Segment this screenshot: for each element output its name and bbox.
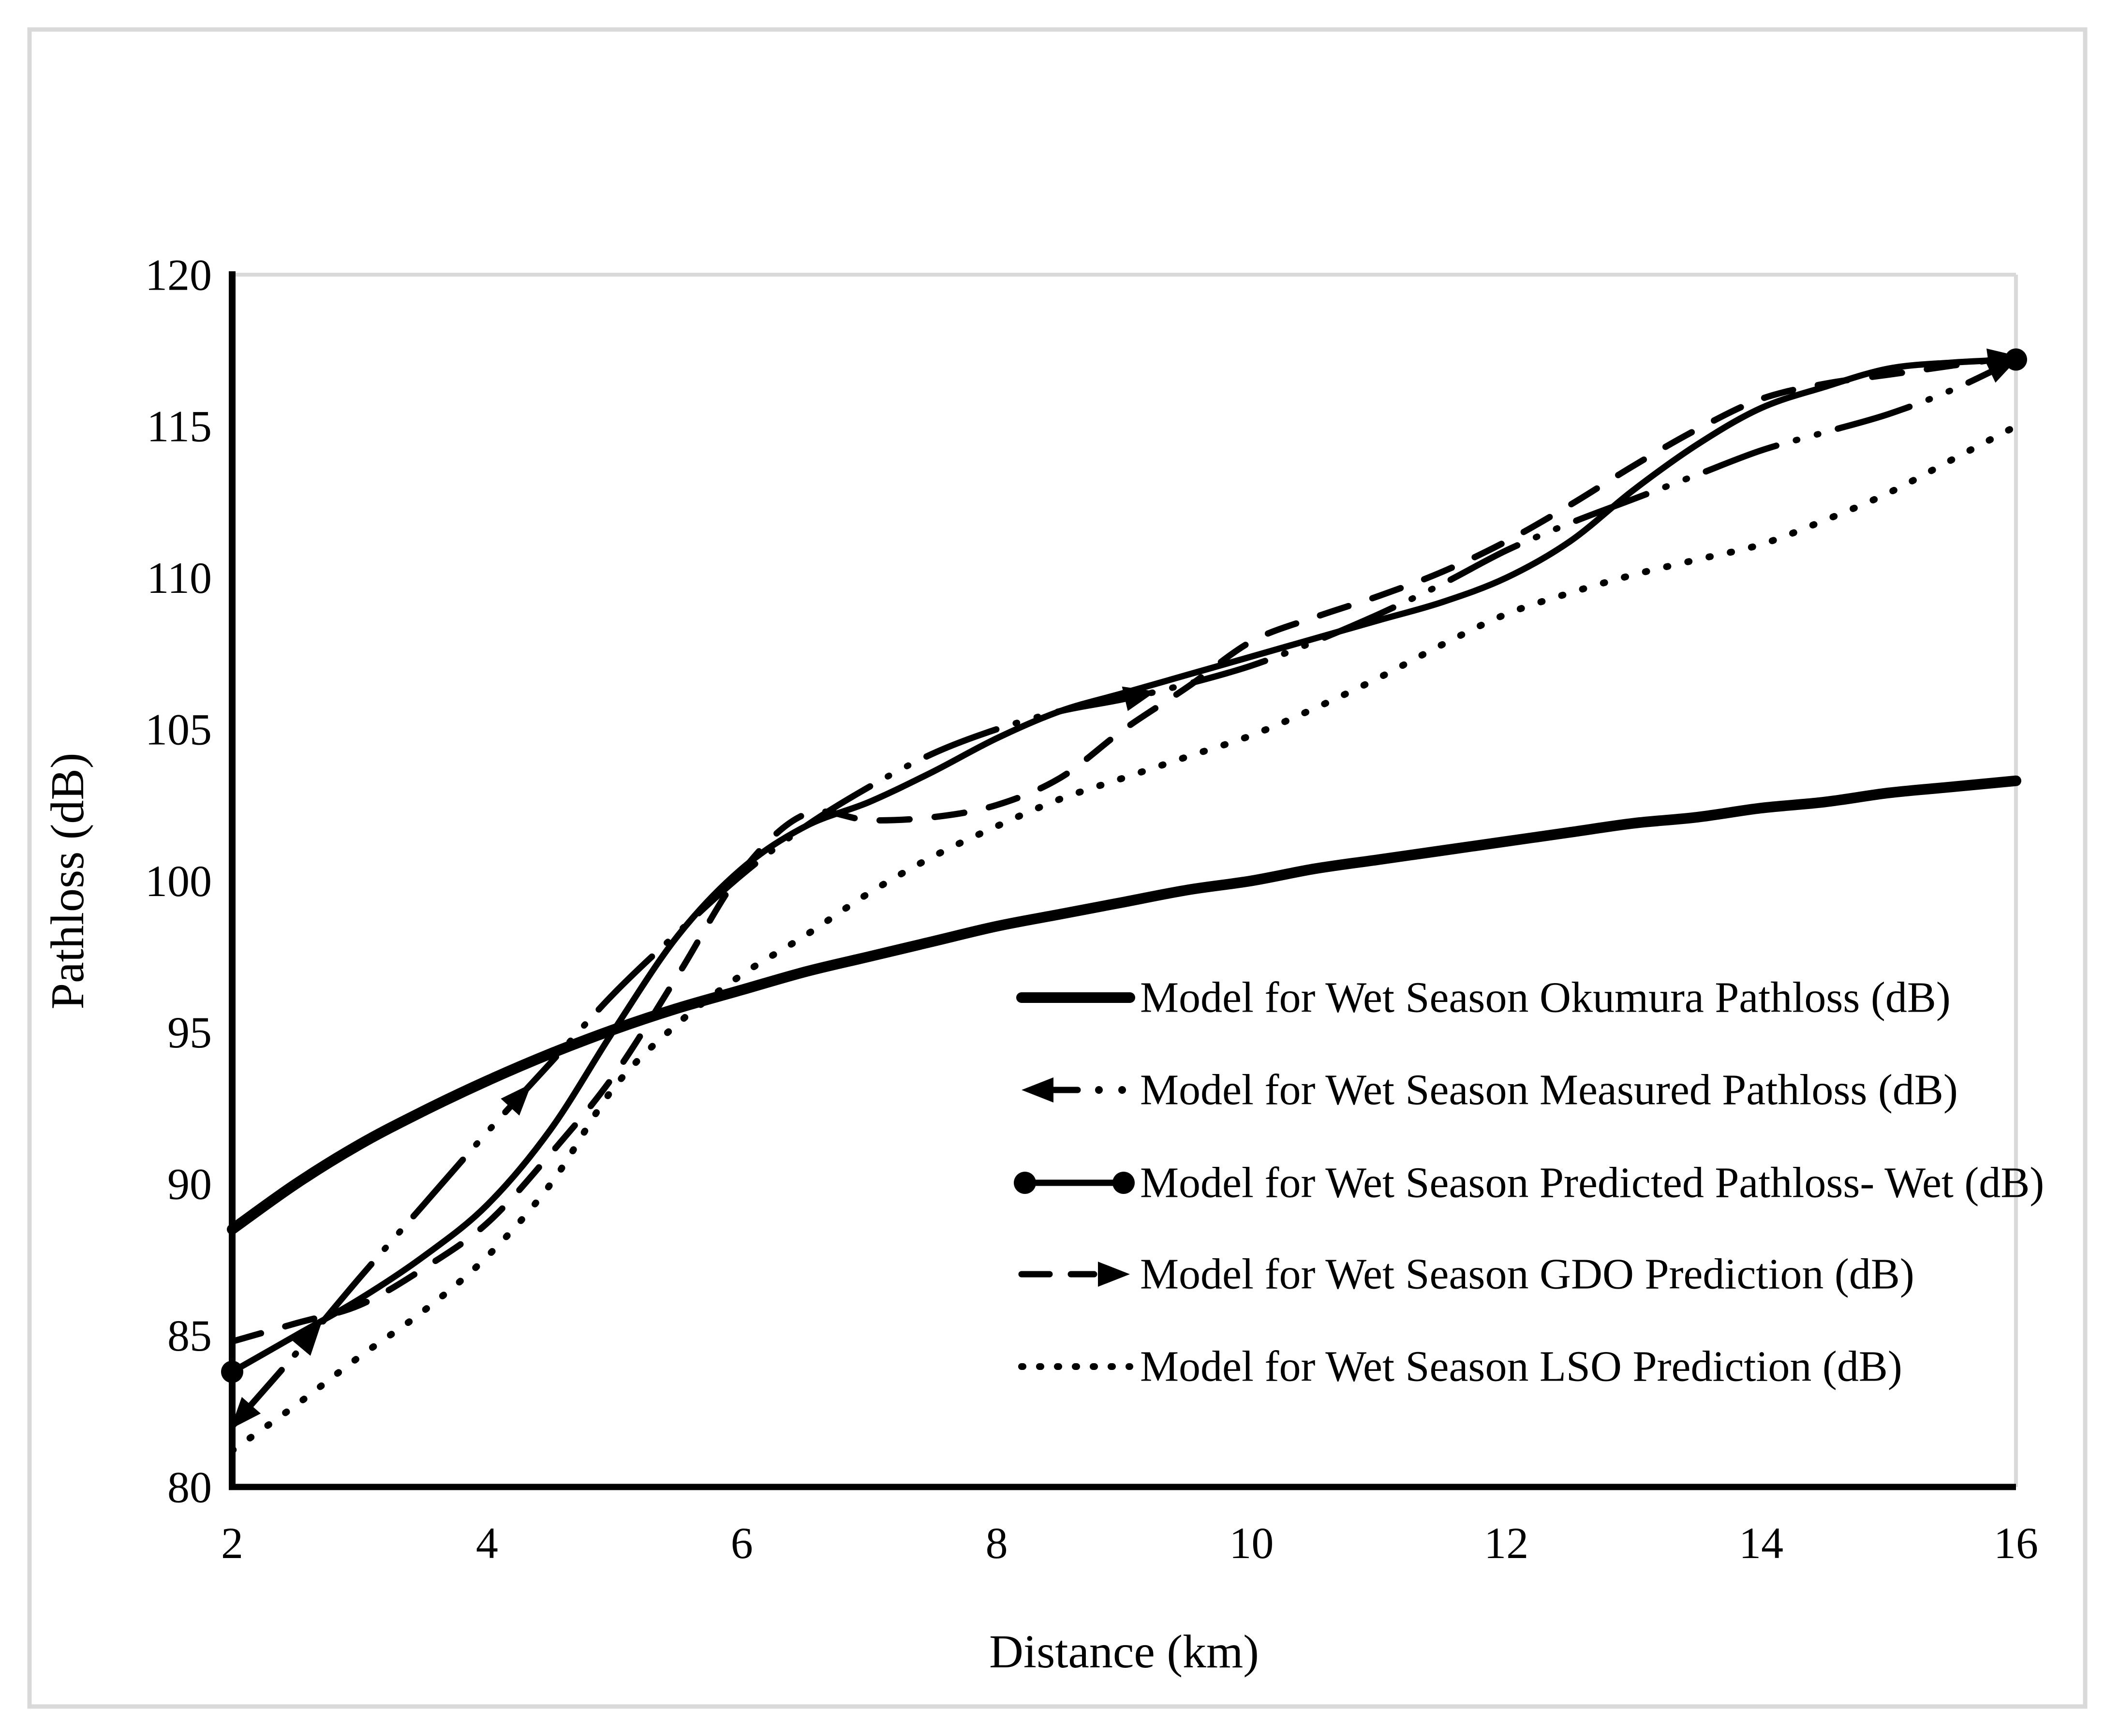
series-mid-arrow-1-1 xyxy=(501,1083,532,1116)
tick-labels-group: 80 85 90 95 100 105 110 115 120 2 4 6 8 10 12 14 16 xyxy=(145,250,2038,1568)
y-tick-label-110: 110 xyxy=(147,553,212,603)
series-path-4 xyxy=(229,423,2019,1454)
figure-border xyxy=(27,27,2088,1709)
y-tick-label-80: 80 xyxy=(167,1462,212,1512)
series-path-2 xyxy=(229,356,2019,1375)
legend-label-3: Model for Wet Season GDO Prediction (dB) xyxy=(1140,1251,1914,1298)
series-start-arrow-1 xyxy=(230,1397,261,1429)
legend-label-1: Model for Wet Season Measured Pathloss (… xyxy=(1140,1066,1958,1114)
legend-label-4: Model for Wet Season LSO Prediction (dB) xyxy=(1140,1343,1902,1391)
legend-label-0: Model for Wet Season Okumura Pathloss (d… xyxy=(1140,974,1951,1022)
legend-item-4: Model for Wet Season LSO Prediction (dB) xyxy=(1018,1343,1902,1391)
legend-item-0: Model for Wet Season Okumura Pathloss (d… xyxy=(1016,974,1951,1022)
x-tick-label-12: 12 xyxy=(1484,1518,1528,1568)
legend-sample-circle xyxy=(1112,1172,1135,1194)
y-tick-label-95: 95 xyxy=(167,1008,212,1057)
y-tick-label-105: 105 xyxy=(145,705,212,754)
series-group xyxy=(221,348,2027,1454)
x-tick-label-10: 10 xyxy=(1229,1518,1274,1568)
legend-item-3: Model for Wet Season GDO Prediction (dB) xyxy=(1018,1251,1914,1298)
y-tick-label-85: 85 xyxy=(167,1311,212,1360)
legend-item-1: Model for Wet Season Measured Pathloss (… xyxy=(1022,1066,1958,1114)
y-tick-label-120: 120 xyxy=(145,250,212,299)
y-tick-label-115: 115 xyxy=(147,402,212,451)
legend-sample-dot xyxy=(1095,1086,1103,1094)
legend-group: Model for Wet Season Okumura Pathloss (d… xyxy=(1014,974,2044,1391)
series-path-3 xyxy=(229,353,2019,1345)
y-tick-label-90: 90 xyxy=(167,1160,212,1209)
y-axis-title: Pathloss (dB) xyxy=(42,753,94,1010)
series-end-arrow-3 xyxy=(1986,348,2020,374)
x-tick-label-14: 14 xyxy=(1739,1518,1783,1568)
legend-sample-right-arrow xyxy=(1098,1262,1130,1287)
y-tick-label-100: 100 xyxy=(145,856,212,906)
legend-sample-dot xyxy=(1118,1086,1126,1094)
x-axis-title: Distance (km) xyxy=(989,1626,1259,1678)
x-tick-label-2: 2 xyxy=(221,1518,243,1568)
x-tick-label-16: 16 xyxy=(1994,1518,2038,1568)
series-end-marker-2 xyxy=(2005,348,2027,371)
x-tick-label-8: 8 xyxy=(986,1518,1008,1568)
legend-sample-circle xyxy=(1014,1172,1036,1194)
x-tick-label-6: 6 xyxy=(731,1518,753,1568)
series-path-0 xyxy=(227,775,2021,1235)
series-mid-arrow-1-0 xyxy=(291,1323,322,1356)
legend-label-2: Model for Wet Season Predicted Pathloss-… xyxy=(1140,1159,2044,1207)
series-start-marker-2 xyxy=(221,1360,243,1383)
legend-sample-left-arrow xyxy=(1022,1077,1053,1103)
x-tick-label-4: 4 xyxy=(476,1518,498,1568)
legend-item-2: Model for Wet Season Predicted Pathloss-… xyxy=(1014,1159,2044,1207)
